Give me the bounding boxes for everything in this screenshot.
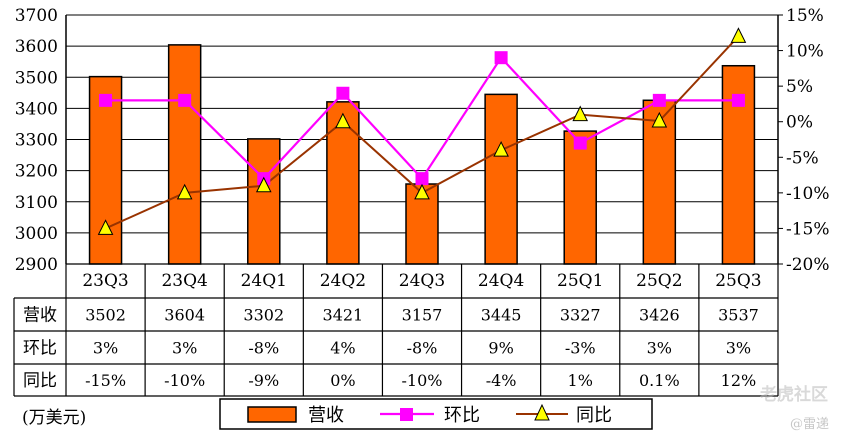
table-cell: 3502 <box>85 306 126 325</box>
table-cell: 3302 <box>243 306 284 325</box>
unit-label: (万美元) <box>22 408 86 428</box>
point-huanbi <box>99 93 113 107</box>
bar <box>167 44 202 265</box>
x-tick-label: 23Q3 <box>82 271 128 291</box>
table-cell: -10% <box>402 371 443 390</box>
x-tick-label: 25Q2 <box>636 271 682 291</box>
table-cell: 3% <box>93 339 118 358</box>
point-tongbi <box>414 183 430 200</box>
table-cell: -8% <box>407 339 438 358</box>
legend: 营收 环比 同比 <box>219 398 653 430</box>
table-cell: 4% <box>330 339 355 358</box>
point-huanbi <box>494 51 508 65</box>
bar <box>563 130 597 265</box>
y-tick-label: 3600 <box>15 37 58 57</box>
table-cell: 9% <box>488 339 513 358</box>
point-tongbi <box>255 176 272 193</box>
table-cell: -8% <box>248 339 279 358</box>
axes <box>65 14 783 265</box>
y2-tick-label: 15% <box>786 6 824 26</box>
y-tick-label: 3300 <box>15 131 58 151</box>
legend-swatch-bar <box>247 406 297 423</box>
watermark-text: 老虎社区 <box>759 384 828 405</box>
table-cell: 3% <box>647 339 672 358</box>
right-axis-tick-labels: 15% 10% 5% 0% -5% -10% -15% -20% <box>786 6 830 275</box>
table-cell: 3% <box>726 339 751 358</box>
table-cell: 3445 <box>481 306 522 325</box>
legend-swatch-marker <box>400 408 413 421</box>
point-tongbi <box>176 183 193 200</box>
x-tick-label: 24Q1 <box>241 271 287 291</box>
y-tick-label: 3000 <box>15 224 58 244</box>
table-cell: 3604 <box>164 306 205 325</box>
table-cell: -15% <box>85 371 126 390</box>
table-cell: -9% <box>248 371 279 390</box>
point-tongbi <box>651 111 668 128</box>
table-cell: 3537 <box>718 306 759 325</box>
point-huanbi <box>415 172 429 186</box>
left-axis-tick-labels: 2900 3000 3100 3200 3300 3400 3500 3600 3700 <box>15 6 58 275</box>
point-huanbi <box>336 86 350 100</box>
author-text: @雷递 <box>790 417 829 432</box>
table-cell: -3% <box>565 339 596 358</box>
y2-tick-label: -5% <box>786 148 819 168</box>
legend-swatch-marker <box>534 403 550 421</box>
y2-tick-label: -20% <box>786 255 830 275</box>
y-tick-label: 2900 <box>15 255 58 275</box>
bar <box>247 138 281 265</box>
legend-label: 营收 <box>308 405 344 426</box>
y-tick-label: 3700 <box>15 6 58 26</box>
table-cell: -10% <box>164 371 205 390</box>
table-row-label: 营收 <box>23 306 57 326</box>
x-tick-label: 23Q4 <box>161 271 207 291</box>
bar <box>642 99 677 265</box>
data-table: 23Q3 23Q4 24Q1 24Q2 24Q3 24Q4 25Q1 25Q2 25Q3 营收 35… <box>13 263 779 397</box>
line-series <box>97 27 747 235</box>
y-tick-label: 3500 <box>15 68 58 88</box>
y2-tick-label: -10% <box>786 184 830 204</box>
table-row-label: 同比 <box>23 371 57 391</box>
point-huanbi <box>652 93 666 107</box>
y2-tick-label: -15% <box>786 219 830 239</box>
legend-label: 同比 <box>576 405 612 426</box>
bar <box>484 93 518 265</box>
table-row-label: 环比 <box>23 339 57 359</box>
table-cell: 12% <box>721 371 757 390</box>
point-tongbi <box>493 141 509 157</box>
point-tongbi <box>572 105 589 122</box>
y-tick-label: 3400 <box>15 99 58 119</box>
x-tick-label: 24Q2 <box>320 271 366 291</box>
x-tick-label: 24Q3 <box>399 271 445 291</box>
table-cell: 0% <box>330 371 355 390</box>
table-cell: 0.1% <box>639 371 680 390</box>
point-tongbi <box>730 27 747 43</box>
table-cell: 3157 <box>402 306 443 325</box>
y2-tick-label: 5% <box>786 77 813 97</box>
x-tick-label: 25Q3 <box>715 271 761 291</box>
table-cell: 3421 <box>323 306 364 325</box>
x-tick-label: 25Q1 <box>557 271 603 291</box>
table-cell: 1% <box>568 371 593 390</box>
table-cell: 3426 <box>639 306 680 325</box>
point-huanbi <box>178 93 192 107</box>
y-tick-label: 3200 <box>15 162 58 182</box>
table-cell: 3327 <box>560 306 601 325</box>
point-tongbi <box>97 219 114 235</box>
watermark: 老虎社区 @雷递 <box>759 384 829 432</box>
x-tick-label: 24Q4 <box>478 271 524 291</box>
y2-tick-label: 10% <box>786 42 824 62</box>
point-huanbi <box>731 93 745 107</box>
point-huanbi <box>573 136 587 150</box>
table-cell: 3% <box>172 339 197 358</box>
point-tongbi <box>335 112 351 129</box>
y2-tick-label: 0% <box>786 113 813 133</box>
table-cell: -4% <box>486 371 517 390</box>
y-tick-label: 3100 <box>15 193 58 213</box>
legend-label: 环比 <box>444 405 480 426</box>
